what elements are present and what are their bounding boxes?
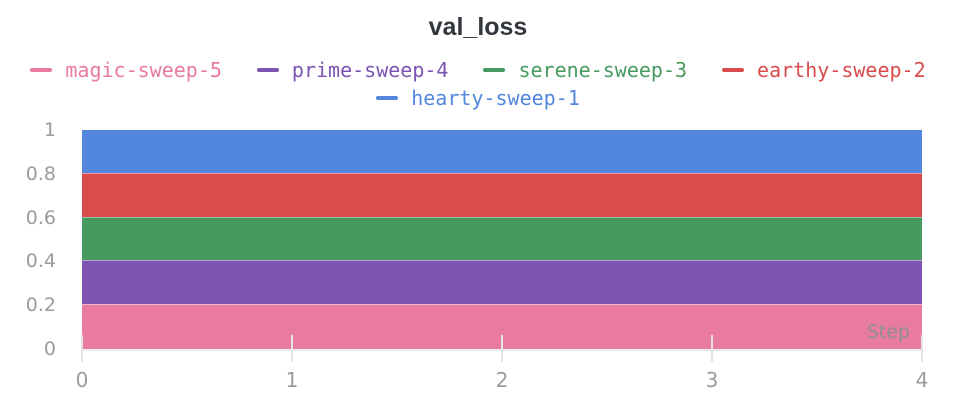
legend-row: magic-sweep-5 prime-sweep-4 serene-sweep-3… — [30, 58, 926, 82]
x-axis-tick — [711, 335, 713, 362]
y-axis-tick-label: 0 — [43, 338, 56, 360]
x-axis-tick-label: 3 — [705, 368, 719, 392]
legend-label: earthy-sweep-2 — [757, 58, 926, 82]
legend-label: hearty-sweep-1 — [411, 86, 580, 110]
x-axis-tick — [291, 335, 293, 362]
y-axis: 0 0.2 0.4 0.6 0.8 1 — [0, 119, 56, 360]
y-axis-tick-label: 0.4 — [25, 250, 56, 273]
legend-item[interactable]: prime-sweep-4 — [256, 58, 449, 82]
legend-row: hearty-sweep-1 — [376, 86, 580, 110]
x-axis-tick-label: 4 — [915, 368, 929, 392]
chart-title: val_loss — [428, 13, 528, 41]
legend-swatch — [256, 68, 279, 72]
x-axis-tick-label: 2 — [495, 368, 509, 392]
y-axis-tick-label: 0.8 — [25, 162, 56, 185]
legend-label: magic-sweep-5 — [65, 58, 222, 82]
y-axis-tick-label: 0.2 — [25, 294, 56, 317]
legend-swatch — [376, 96, 399, 100]
legend-swatch — [483, 68, 506, 72]
legend-swatch — [722, 68, 745, 72]
legend-swatch — [30, 68, 53, 72]
legend-item[interactable]: hearty-sweep-1 — [376, 86, 580, 110]
x-axis-title: Step — [866, 321, 910, 343]
x-axis-tick — [921, 335, 923, 362]
legend-item[interactable]: serene-sweep-3 — [483, 58, 687, 82]
y-axis-tick-label: 0.6 — [25, 206, 56, 229]
x-axis-tick-label: 0 — [75, 368, 89, 392]
plot-area[interactable]: Step — [81, 130, 923, 362]
y-axis-tick-label: 1 — [43, 119, 56, 141]
legend-item[interactable]: earthy-sweep-2 — [722, 58, 926, 82]
legend-label: prime-sweep-4 — [291, 58, 449, 82]
legend-item[interactable]: magic-sweep-5 — [30, 58, 222, 82]
x-axis-tick — [501, 335, 503, 362]
x-axis-tick — [81, 335, 83, 362]
legend-label: serene-sweep-3 — [518, 58, 688, 82]
x-axis: 0 1 2 3 4 — [76, 368, 929, 396]
x-axis-tick-label: 1 — [285, 368, 299, 392]
legend: magic-sweep-5 prime-sweep-4 serene-sweep-3… — [0, 58, 956, 110]
